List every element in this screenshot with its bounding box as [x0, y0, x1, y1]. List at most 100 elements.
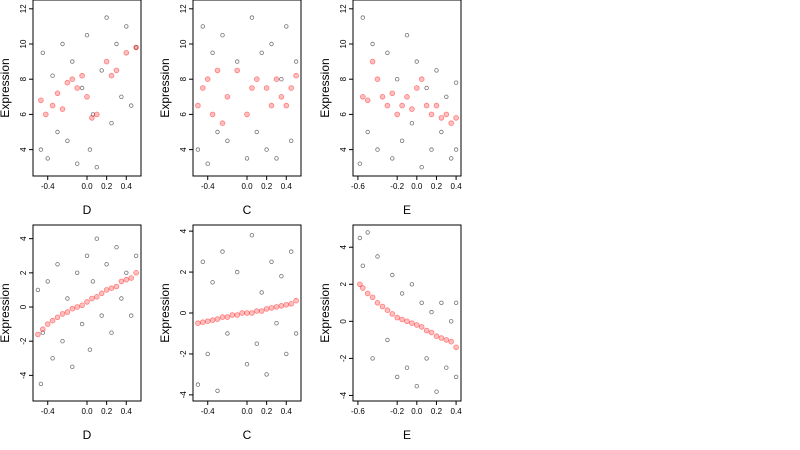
data-point — [84, 253, 90, 258]
fitted-point — [204, 76, 211, 82]
fitted-point — [278, 94, 285, 100]
x-axis-title: E — [403, 428, 411, 442]
y-tick-label: -2 — [339, 354, 348, 362]
x-tick-label: 0.4 — [451, 407, 463, 416]
data-point — [45, 279, 50, 284]
data-point — [264, 372, 269, 377]
data-point — [357, 235, 363, 241]
data-point — [279, 274, 284, 279]
data-point — [234, 269, 240, 275]
data-point — [65, 296, 70, 301]
y-tick-label: 6 — [179, 112, 188, 117]
fitted-point — [364, 97, 371, 104]
fitted-point — [44, 321, 51, 327]
y-axis-title: Expression — [318, 283, 332, 342]
fitted-point — [389, 90, 396, 97]
data-point — [38, 147, 44, 152]
fitted-point — [278, 302, 285, 309]
data-point — [370, 356, 375, 361]
fitted-point — [123, 276, 130, 283]
fitted-point — [94, 293, 100, 300]
fitted-point — [214, 316, 221, 322]
fitted-point — [357, 281, 363, 288]
fitted-point — [374, 299, 381, 306]
data-point — [50, 73, 55, 78]
fitted-point — [38, 97, 44, 104]
data-point — [87, 347, 93, 352]
data-point — [390, 156, 395, 161]
y-axis-title: Expression — [0, 283, 12, 342]
fitted-point — [54, 314, 61, 321]
data-point — [74, 161, 80, 166]
fitted-point — [214, 67, 221, 74]
x-tick-label: -0.6 — [351, 182, 365, 191]
fitted-point — [423, 102, 430, 109]
data-point — [414, 384, 419, 389]
y-tick-label: 2 — [179, 269, 188, 274]
data-point — [210, 50, 215, 55]
fitted-point — [219, 120, 226, 126]
data-point — [119, 296, 124, 301]
data-point — [439, 300, 444, 305]
x-tick-label: 0.4 — [121, 182, 133, 191]
data-point — [284, 24, 289, 29]
x-tick-label: 0.2 — [101, 182, 113, 191]
y-tick-label: 12 — [179, 4, 188, 13]
data-point — [434, 389, 439, 394]
fitted-point — [249, 85, 255, 91]
fitted-point — [293, 72, 299, 79]
data-point — [259, 290, 264, 295]
y-axis-title: Expression — [158, 58, 172, 117]
data-point — [244, 362, 250, 367]
data-point — [124, 24, 129, 29]
y-tick-label: -4 — [19, 371, 28, 379]
fitted-point — [200, 319, 206, 326]
y-tick-label: 2 — [19, 270, 28, 275]
data-point — [453, 374, 459, 380]
fitted-point — [273, 304, 280, 310]
fitted-point — [389, 311, 396, 317]
data-point — [128, 313, 134, 318]
data-point — [114, 41, 119, 47]
data-point — [453, 80, 459, 85]
data-point — [94, 236, 99, 241]
y-tick-label: 8 — [339, 76, 348, 81]
data-point — [395, 374, 400, 380]
x-tick-label: -0.4 — [201, 182, 215, 191]
fitted-point — [418, 76, 425, 82]
data-point — [365, 129, 370, 135]
data-point — [119, 94, 124, 99]
x-tick-label: 0.4 — [121, 407, 133, 416]
panel-4: -0.4 0.0 0.2 0.4 -4 -2 0 2 4 D Expression — [0, 224, 142, 442]
fitted-point — [59, 106, 66, 112]
fitted-point — [283, 301, 290, 308]
data-point — [264, 147, 269, 152]
y-tick-label: 4 — [179, 228, 188, 233]
fitted-point — [244, 111, 250, 118]
fitted-point — [399, 102, 405, 109]
data-point — [205, 161, 210, 166]
fitted-point — [209, 111, 216, 118]
fitted-point — [224, 94, 231, 100]
data-point — [360, 15, 365, 20]
data-point — [254, 341, 259, 346]
fitted-point — [64, 309, 71, 315]
data-point — [38, 381, 44, 387]
fitted-point — [54, 90, 61, 97]
x-tick-label: 0.2 — [431, 407, 443, 416]
x-tick-label: 0.0 — [241, 407, 253, 416]
data-point — [94, 164, 99, 170]
data-point — [414, 59, 419, 64]
panel-3: -0.6 -0.2 0.0 0.2 0.4 4 6 8 10 12 E Expression — [318, 0, 462, 217]
fitted-point — [69, 305, 76, 312]
data-point — [84, 33, 90, 38]
plot-frame — [32, 224, 142, 402]
panel-5: -0.4 0.0 0.2 0.4 -4 -2 0 2 4 C Expression — [158, 224, 302, 442]
fitted-point — [234, 312, 241, 318]
y-tick-label: 4 — [179, 147, 188, 152]
data-point — [453, 300, 459, 305]
data-point — [284, 351, 289, 357]
x-tick-label: 0.4 — [451, 182, 463, 191]
data-point — [225, 138, 230, 143]
fitted-point — [443, 337, 450, 343]
